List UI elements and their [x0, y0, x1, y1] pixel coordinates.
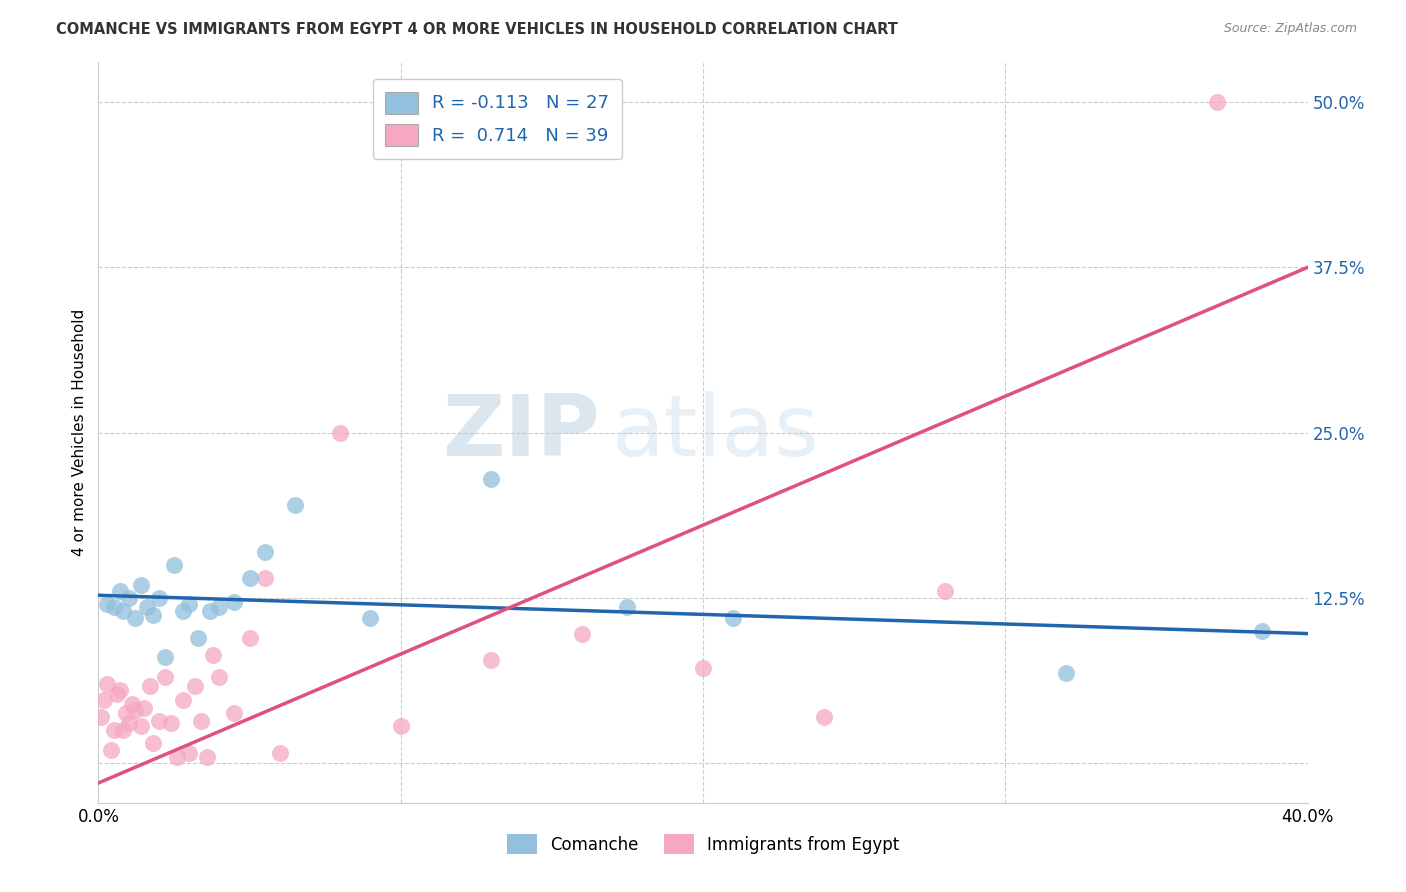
Point — [224, 595, 246, 609]
Text: COMANCHE VS IMMIGRANTS FROM EGYPT 4 OR MORE VEHICLES IN HOUSEHOLD CORRELATION CH: COMANCHE VS IMMIGRANTS FROM EGYPT 4 OR M… — [56, 22, 898, 37]
Point — [121, 697, 143, 711]
Point — [132, 700, 155, 714]
Point — [190, 714, 212, 728]
Point — [329, 425, 352, 440]
Point — [135, 600, 157, 615]
Text: Source: ZipAtlas.com: Source: ZipAtlas.com — [1223, 22, 1357, 36]
Point — [571, 626, 593, 640]
Point — [172, 604, 194, 618]
Point — [129, 577, 152, 591]
Point — [172, 692, 194, 706]
Point — [108, 584, 131, 599]
Point — [114, 706, 136, 720]
Point — [202, 648, 225, 662]
Point — [100, 743, 122, 757]
Point — [118, 716, 141, 731]
Point — [142, 608, 165, 623]
Point — [253, 544, 276, 558]
Text: ZIP: ZIP — [443, 391, 600, 475]
Point — [163, 558, 186, 572]
Point — [1206, 95, 1229, 109]
Point — [813, 710, 835, 724]
Point — [124, 611, 146, 625]
Point — [195, 749, 218, 764]
Point — [208, 600, 231, 615]
Point — [239, 631, 262, 645]
Point — [253, 571, 276, 585]
Legend: Comanche, Immigrants from Egypt: Comanche, Immigrants from Egypt — [501, 828, 905, 861]
Point — [153, 670, 176, 684]
Point — [200, 604, 222, 618]
Point — [142, 736, 165, 750]
Y-axis label: 4 or more Vehicles in Household: 4 or more Vehicles in Household — [72, 309, 87, 557]
Point — [90, 710, 112, 724]
Point — [166, 749, 188, 764]
Point — [184, 680, 207, 694]
Point — [124, 703, 146, 717]
Point — [269, 746, 291, 760]
Point — [111, 604, 134, 618]
Point — [723, 611, 745, 625]
Point — [187, 631, 209, 645]
Point — [360, 611, 382, 625]
Point — [153, 650, 176, 665]
Point — [692, 661, 714, 675]
Point — [208, 670, 231, 684]
Point — [96, 677, 118, 691]
Text: atlas: atlas — [613, 391, 820, 475]
Point — [139, 680, 162, 694]
Point — [118, 591, 141, 605]
Point — [103, 723, 125, 737]
Point — [616, 600, 638, 615]
Point — [1251, 624, 1274, 638]
Point — [481, 472, 503, 486]
Point — [93, 692, 115, 706]
Point — [148, 591, 170, 605]
Point — [934, 584, 956, 599]
Point — [148, 714, 170, 728]
Point — [224, 706, 246, 720]
Point — [96, 598, 118, 612]
Point — [1054, 666, 1077, 681]
Point — [129, 719, 152, 733]
Point — [108, 683, 131, 698]
Point — [481, 653, 503, 667]
Point — [103, 600, 125, 615]
Point — [179, 598, 201, 612]
Point — [284, 499, 307, 513]
Point — [111, 723, 134, 737]
Point — [179, 746, 201, 760]
Point — [105, 687, 128, 701]
Point — [239, 571, 262, 585]
Point — [389, 719, 412, 733]
Point — [160, 716, 183, 731]
